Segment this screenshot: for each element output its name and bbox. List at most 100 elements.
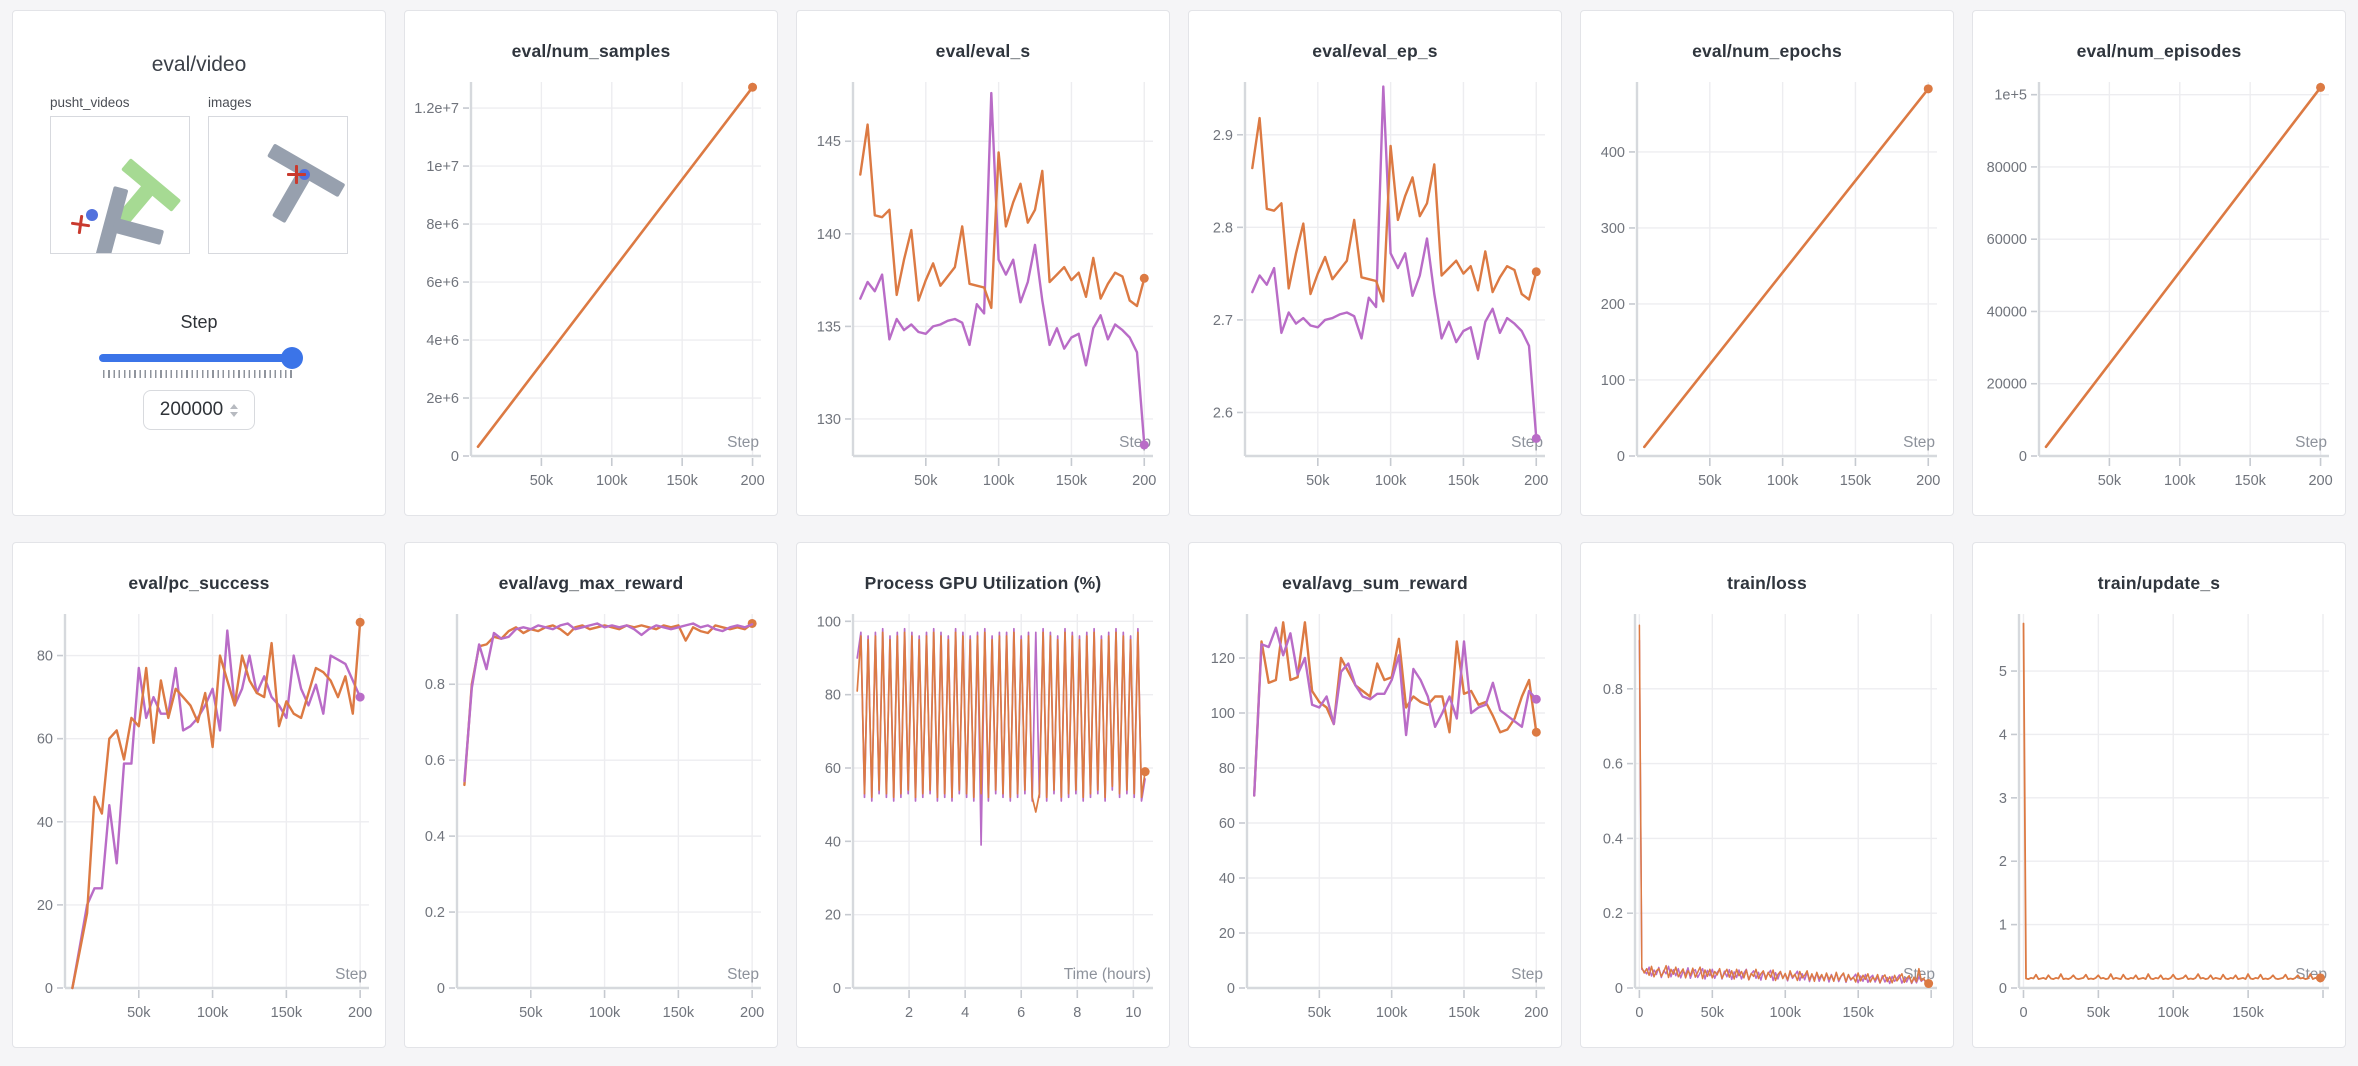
svg-text:6e+6: 6e+6 bbox=[426, 275, 459, 291]
chart-title: eval/eval_s bbox=[935, 41, 1031, 61]
slider-tick-ruler bbox=[103, 370, 295, 378]
chart-title: Process GPU Utilization (%) bbox=[864, 573, 1102, 593]
chart-title: train/update_s bbox=[2097, 573, 2221, 593]
svg-text:Step: Step bbox=[1903, 434, 1935, 451]
svg-text:8: 8 bbox=[1073, 1005, 1081, 1021]
slider-track[interactable] bbox=[99, 354, 299, 362]
spin-down-icon[interactable] bbox=[230, 411, 239, 417]
svg-text:50k: 50k bbox=[2098, 473, 2122, 489]
svg-text:400: 400 bbox=[1601, 145, 1625, 161]
svg-text:2e+6: 2e+6 bbox=[426, 391, 459, 407]
num-episodes-chart[interactable]: 50k 100k 150k 200 0 20000 40000 60000 80000 1e+5 S… bbox=[1973, 66, 2345, 512]
svg-text:2: 2 bbox=[1999, 854, 2007, 870]
svg-text:100k: 100k bbox=[2164, 473, 2196, 489]
panel-eval-pc-success: eval/pc_success 50k 100k 150k 200 0 20 40 60 80 S… bbox=[12, 542, 386, 1048]
panel-eval-avg-max-reward: eval/avg_max_reward 50k 100k 150k 200 0 0.2 0.… bbox=[404, 542, 778, 1048]
svg-text:2: 2 bbox=[905, 1005, 913, 1021]
svg-text:100k: 100k bbox=[197, 1005, 229, 1021]
svg-text:Step: Step bbox=[727, 966, 759, 983]
svg-text:100: 100 bbox=[1211, 706, 1235, 722]
thumbnail-label-images: images bbox=[208, 95, 252, 110]
panel-train-update-s: train/update_s 0 50k 100k 150k 0 1 2 3 4 5 Step bbox=[1972, 542, 2346, 1048]
svg-text:100k: 100k bbox=[1770, 1005, 1802, 1021]
svg-text:0.6: 0.6 bbox=[425, 753, 445, 769]
svg-text:20000: 20000 bbox=[1987, 377, 2027, 393]
svg-text:60: 60 bbox=[825, 761, 841, 777]
svg-text:Step: Step bbox=[335, 966, 367, 983]
svg-text:10: 10 bbox=[1125, 1005, 1141, 1021]
images-thumbnail[interactable] bbox=[208, 116, 348, 254]
svg-text:20: 20 bbox=[1219, 926, 1235, 942]
svg-text:0: 0 bbox=[833, 981, 841, 997]
media-panel-title: eval/video bbox=[151, 53, 247, 76]
goal-cross-icon bbox=[287, 165, 306, 184]
svg-text:50k: 50k bbox=[1701, 1005, 1725, 1021]
num-samples-chart[interactable]: 50k 100k 150k 200 0 2e+6 4e+6 6e+6 8e+6 1e+7 1.2e+… bbox=[405, 66, 777, 512]
train-loss-chart[interactable]: 0 50k 100k 150k 0 0.2 0.4 0.6 0.8 Step bbox=[1581, 598, 1953, 1044]
svg-text:4: 4 bbox=[1999, 727, 2007, 743]
panel-gpu-utilization: Process GPU Utilization (%) 2 4 6 8 10 0 20 40 6… bbox=[796, 542, 1170, 1048]
svg-text:135: 135 bbox=[817, 319, 841, 335]
svg-text:150k: 150k bbox=[1448, 473, 1480, 489]
svg-text:0.2: 0.2 bbox=[1603, 906, 1623, 922]
avg-max-reward-chart[interactable]: 50k 100k 150k 200 0 0.2 0.4 0.6 0.8 Step bbox=[405, 598, 777, 1044]
svg-text:200: 200 bbox=[1524, 1005, 1548, 1021]
chart-title: eval/eval_ep_s bbox=[1312, 41, 1438, 61]
svg-text:3: 3 bbox=[1999, 791, 2007, 807]
svg-text:4e+6: 4e+6 bbox=[426, 333, 459, 349]
thumbnail-label-pusht-videos: pusht_videos bbox=[50, 95, 130, 110]
svg-text:0: 0 bbox=[1999, 981, 2007, 997]
svg-text:20: 20 bbox=[37, 898, 53, 914]
svg-text:60: 60 bbox=[37, 732, 53, 748]
pusht-videos-thumbnail[interactable] bbox=[50, 116, 190, 254]
chart-title: eval/avg_max_reward bbox=[498, 573, 684, 593]
svg-text:0.6: 0.6 bbox=[1603, 757, 1623, 773]
svg-text:120: 120 bbox=[1211, 651, 1235, 667]
svg-text:0.8: 0.8 bbox=[425, 677, 445, 693]
svg-text:50k: 50k bbox=[530, 473, 554, 489]
panel-eval-eval-ep-s: eval/eval_ep_s 50k 100k 150k 200 2.6 2.7 2.8 2.… bbox=[1188, 10, 1562, 516]
svg-text:0: 0 bbox=[2019, 449, 2027, 465]
svg-text:0.4: 0.4 bbox=[425, 829, 445, 845]
svg-text:80000: 80000 bbox=[1987, 160, 2027, 176]
svg-text:150k: 150k bbox=[2232, 1005, 2264, 1021]
step-slider[interactable] bbox=[99, 347, 303, 369]
svg-text:150k: 150k bbox=[663, 1005, 695, 1021]
avg-sum-reward-chart[interactable]: 50k 100k 150k 200 0 20 40 60 80 100 120 Step bbox=[1189, 598, 1561, 1044]
svg-text:100k: 100k bbox=[983, 473, 1015, 489]
svg-text:100: 100 bbox=[1601, 373, 1625, 389]
svg-text:100: 100 bbox=[817, 614, 841, 630]
svg-text:0: 0 bbox=[1615, 981, 1623, 997]
svg-text:0.4: 0.4 bbox=[1603, 831, 1623, 847]
svg-text:2.7: 2.7 bbox=[1213, 313, 1233, 329]
svg-text:150k: 150k bbox=[1842, 1005, 1874, 1021]
svg-text:100k: 100k bbox=[1376, 1005, 1408, 1021]
spin-up-icon[interactable] bbox=[230, 403, 239, 409]
svg-text:1e+5: 1e+5 bbox=[1994, 88, 2027, 104]
svg-text:0: 0 bbox=[1617, 449, 1625, 465]
pc-success-chart[interactable]: 50k 100k 150k 200 0 20 40 60 80 Step bbox=[13, 598, 385, 1044]
svg-text:4: 4 bbox=[961, 1005, 969, 1021]
svg-text:100k: 100k bbox=[1767, 473, 1799, 489]
panel-eval-avg-sum-reward: eval/avg_sum_reward 50k 100k 150k 200 0 20 40 6… bbox=[1188, 542, 1562, 1048]
svg-text:1.2e+7: 1.2e+7 bbox=[414, 101, 459, 117]
step-value: 200000 bbox=[159, 399, 224, 420]
svg-text:50k: 50k bbox=[914, 473, 938, 489]
svg-text:100k: 100k bbox=[596, 473, 628, 489]
svg-text:50k: 50k bbox=[2087, 1005, 2111, 1021]
step-number-input[interactable]: 200000 bbox=[143, 390, 255, 430]
chart-title: eval/num_epochs bbox=[1692, 41, 1842, 61]
svg-text:2.9: 2.9 bbox=[1213, 128, 1233, 144]
svg-text:0: 0 bbox=[1227, 981, 1235, 997]
num-epochs-chart[interactable]: 50k 100k 150k 200 0 100 200 300 400 Step bbox=[1581, 66, 1953, 512]
svg-text:200: 200 bbox=[1916, 473, 1940, 489]
svg-text:200: 200 bbox=[1524, 473, 1548, 489]
chart-title: eval/avg_sum_reward bbox=[1282, 573, 1468, 593]
number-spinner bbox=[230, 403, 239, 417]
slider-handle[interactable] bbox=[281, 347, 303, 369]
